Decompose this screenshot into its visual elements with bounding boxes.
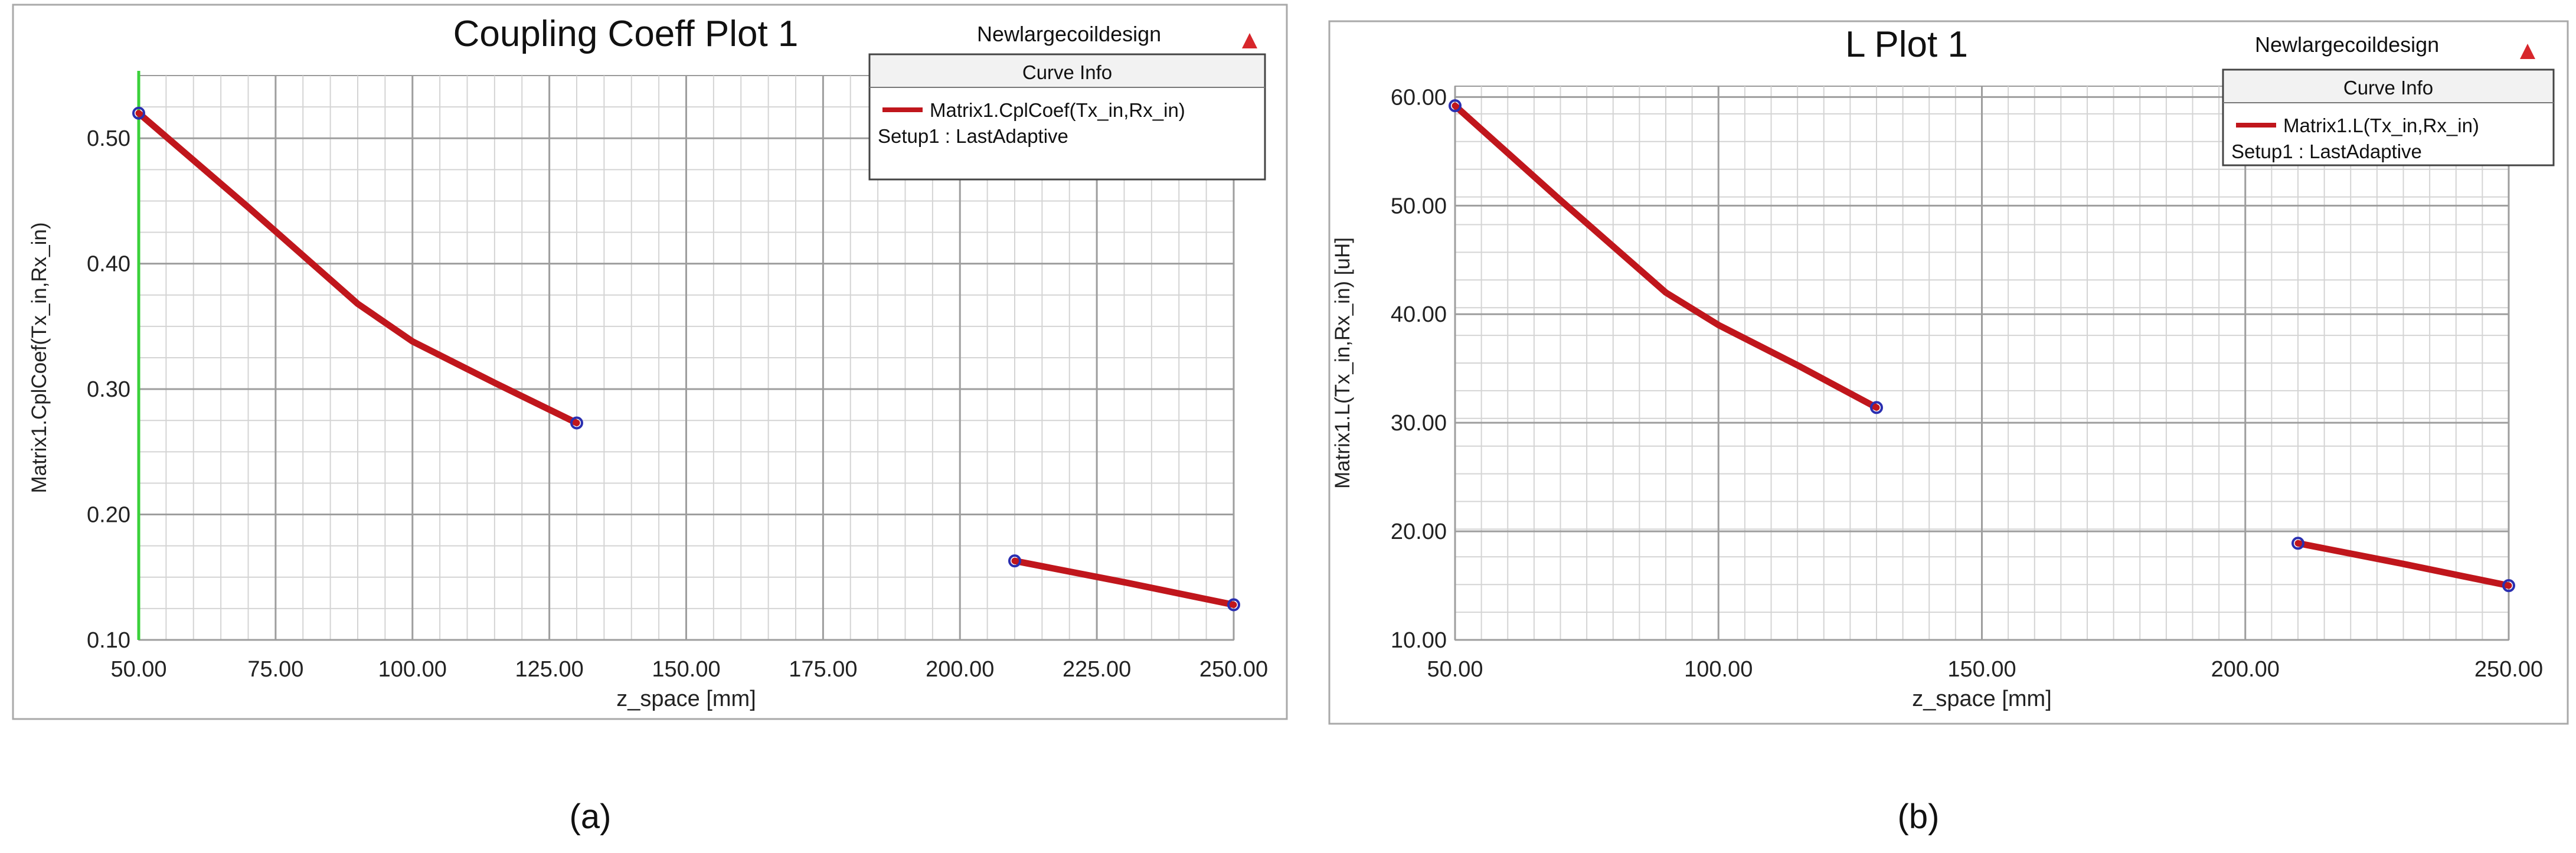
coupling-data-point-marker — [1227, 598, 1240, 612]
coupling-coeff-chart: 50.00 75.00 100.00 125.00 150.00 175.00 200.00… — [12, 4, 1288, 720]
inductance-legend-setup: Setup1 : LastAdaptive — [2231, 140, 2422, 162]
coupling-y-tick-label: 0.20 — [87, 503, 130, 528]
chart-panel-inductance: 50.00 100.00 150.00 200.00 250.00 10.00 20.00 3… — [1316, 0, 2576, 732]
coupling-x-tick-label: 125.00 — [515, 657, 584, 682]
coupling-series-line-segment — [135, 110, 580, 426]
coupling-legend: Curve Info Matrix1.CplCoef(Tx_in,Rx_in) Se… — [868, 53, 1266, 181]
inductance-y-tick-label: 50.00 — [1391, 194, 1447, 218]
inductance-data-point-marker — [1870, 401, 1883, 414]
inductance-y-tick-label: 30.00 — [1391, 411, 1447, 436]
inductance-y-tick-label: 60.00 — [1391, 85, 1447, 110]
coupling-title: Coupling Coeff Plot 1 — [453, 14, 799, 54]
inductance-x-tick-label: 150.00 — [1947, 657, 2016, 682]
inductance-series-line-segment — [1452, 102, 1880, 411]
coupling-x-tick-label: 200.00 — [926, 657, 994, 682]
caption-a: (a) — [569, 798, 612, 836]
coupling-x-tick-label: 225.00 — [1063, 657, 1131, 682]
coupling-legend-entry: Matrix1.CplCoef(Tx_in,Rx_in) — [930, 99, 1185, 121]
inductance-y-axis-label: Matrix1.L(Tx_in,Rx_in) [uH] — [1331, 237, 1354, 489]
inductance-data-point-marker — [1449, 99, 1462, 113]
coupling-legend-setup: Setup1 : LastAdaptive — [878, 125, 1068, 147]
inductance-y-tick-label: 40.00 — [1391, 302, 1447, 327]
coupling-data-point-marker — [1008, 554, 1021, 568]
inductance-chart: 50.00 100.00 150.00 200.00 250.00 10.00 20.00 3… — [1328, 20, 2569, 725]
inductance-data-point-marker — [2502, 579, 2515, 593]
coupling-x-tick-label: 250.00 — [1199, 657, 1268, 682]
inductance-y-tick-label: 20.00 — [1391, 519, 1447, 544]
inductance-product-logo-icon — [2520, 44, 2535, 59]
inductance-x-tick-label: 250.00 — [2474, 657, 2543, 682]
caption-b: (b) — [1897, 798, 1940, 836]
inductance-legend-title: Curve Info — [2343, 77, 2433, 99]
coupling-data-point-marker — [132, 106, 145, 120]
coupling-series-line-segment — [1011, 557, 1237, 608]
inductance-title: L Plot 1 — [1845, 24, 1968, 65]
coupling-product-logo-icon — [1242, 33, 1257, 48]
coupling-legend-header — [871, 55, 1264, 87]
coupling-data-point-marker — [570, 416, 583, 430]
coupling-x-tick-label: 75.00 — [247, 657, 303, 682]
coupling-x-tick-label: 100.00 — [378, 657, 447, 682]
inductance-product-name: Newlargecoildesign — [2255, 32, 2439, 57]
inductance-legend-header — [2224, 71, 2552, 103]
coupling-legend-title: Curve Info — [1022, 61, 1112, 83]
coupling-y-axis-label: Matrix1.CplCoef(Tx_in,Rx_in) — [28, 222, 51, 493]
coupling-x-axis-label: z_space [mm] — [616, 687, 756, 711]
coupling-x-tick-label: 50.00 — [110, 657, 166, 682]
coupling-y-tick-label: 0.40 — [87, 252, 130, 277]
coupling-y-tick-label: 0.30 — [87, 377, 130, 402]
coupling-y-tick-label: 0.50 — [87, 126, 130, 151]
inductance-x-tick-label: 100.00 — [1684, 657, 1753, 682]
inductance-y-tick-label: 10.00 — [1391, 628, 1447, 653]
inductance-legend: Curve Info Matrix1.L(Tx_in,Rx_in) Setup1 :… — [2222, 68, 2555, 166]
chart-panel-coupling: 50.00 75.00 100.00 125.00 150.00 175.00 200.00… — [0, 0, 1293, 732]
inductance-legend-entry: Matrix1.L(Tx_in,Rx_in) — [2283, 115, 2479, 136]
inductance-x-tick-label: 50.00 — [1427, 657, 1483, 682]
coupling-x-tick-label: 175.00 — [789, 657, 857, 682]
coupling-y-tick-label: 0.10 — [87, 628, 130, 653]
coupling-product-name: Newlargecoildesign — [977, 22, 1161, 46]
inductance-x-tick-label: 200.00 — [2211, 657, 2280, 682]
inductance-series-line-segment — [2294, 540, 2512, 589]
coupling-x-tick-label: 150.00 — [652, 657, 720, 682]
inductance-data-point-marker — [2291, 537, 2304, 550]
inductance-x-axis-label: z_space [mm] — [1912, 687, 2052, 711]
